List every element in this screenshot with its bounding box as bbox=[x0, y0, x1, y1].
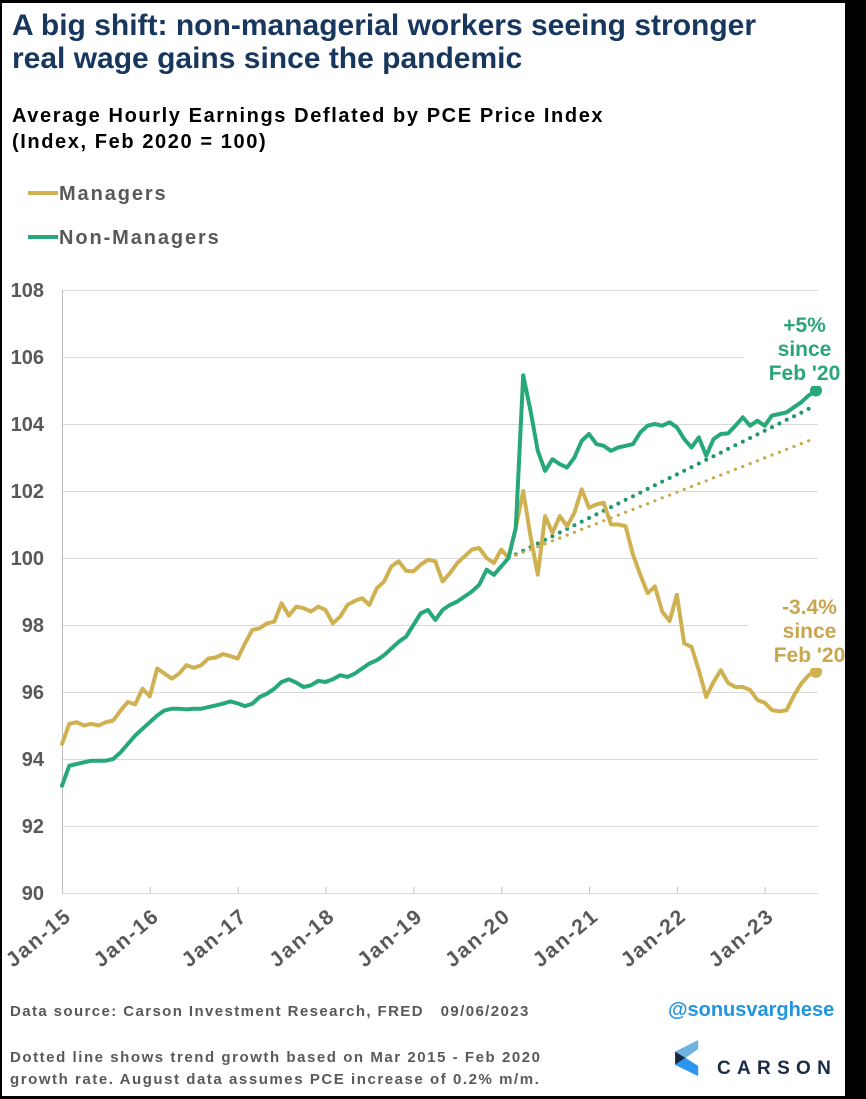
svg-text:Jan-19: Jan-19 bbox=[353, 904, 427, 972]
svg-text:94: 94 bbox=[22, 749, 45, 771]
svg-text:92: 92 bbox=[22, 816, 44, 838]
svg-text:96: 96 bbox=[22, 682, 44, 704]
svg-text:Jan-22: Jan-22 bbox=[617, 904, 691, 972]
svg-text:98: 98 bbox=[22, 615, 44, 637]
svg-text:Jan-18: Jan-18 bbox=[265, 904, 339, 972]
svg-text:Jan-15: Jan-15 bbox=[2, 904, 76, 972]
svg-text:Jan-16: Jan-16 bbox=[90, 904, 164, 972]
svg-text:102: 102 bbox=[11, 481, 44, 503]
svg-text:100: 100 bbox=[11, 548, 44, 570]
svg-text:Jan-21: Jan-21 bbox=[529, 904, 603, 972]
svg-text:108: 108 bbox=[11, 280, 44, 302]
svg-text:90: 90 bbox=[22, 883, 44, 905]
svg-text:106: 106 bbox=[11, 347, 44, 369]
svg-text:Jan-17: Jan-17 bbox=[177, 904, 251, 972]
svg-text:104: 104 bbox=[11, 414, 45, 436]
svg-text:Jan-20: Jan-20 bbox=[441, 904, 515, 972]
svg-text:Jan-23: Jan-23 bbox=[704, 904, 778, 972]
